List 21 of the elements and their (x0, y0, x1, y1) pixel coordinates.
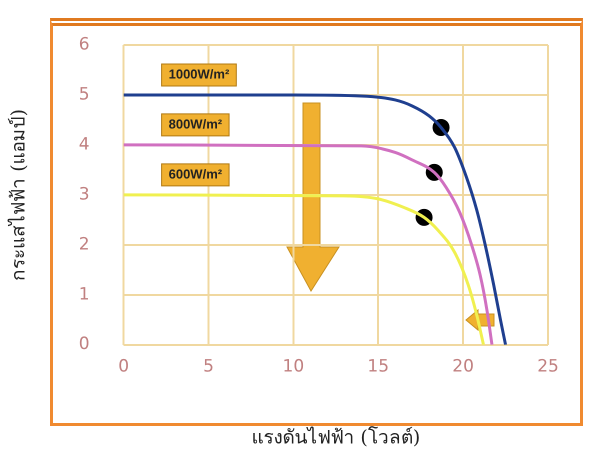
y-tick-label: 4 (78, 134, 90, 154)
series-label: 600W/m² (168, 166, 223, 182)
series-label: 800W/m² (168, 116, 223, 132)
x-tick-label: 10 (282, 356, 304, 376)
line-series (124, 193, 485, 345)
y-axis-title: กระแสไฟฟ้า (แอมป์) (7, 108, 30, 281)
y-tick-label: 2 (78, 234, 90, 254)
series-label: 1000W/m² (168, 66, 230, 82)
x-tick-label: 20 (452, 356, 474, 376)
line-series (124, 93, 508, 345)
x-tick-label: 15 (367, 356, 390, 376)
y-tick-label: 1 (78, 284, 90, 304)
x-tick-label: 0 (118, 356, 130, 376)
x-tick-label: 25 (537, 356, 559, 376)
y-tick-label: 3 (78, 184, 90, 204)
line-series (124, 143, 494, 345)
y-tick-label: 0 (78, 334, 90, 354)
x-axis-title: แรงดันไฟฟ้า (โวลต์) (251, 426, 420, 449)
x-tick-label: 5 (203, 356, 214, 376)
y-tick-label: 6 (78, 34, 90, 54)
y-tick-label: 5 (78, 84, 90, 104)
